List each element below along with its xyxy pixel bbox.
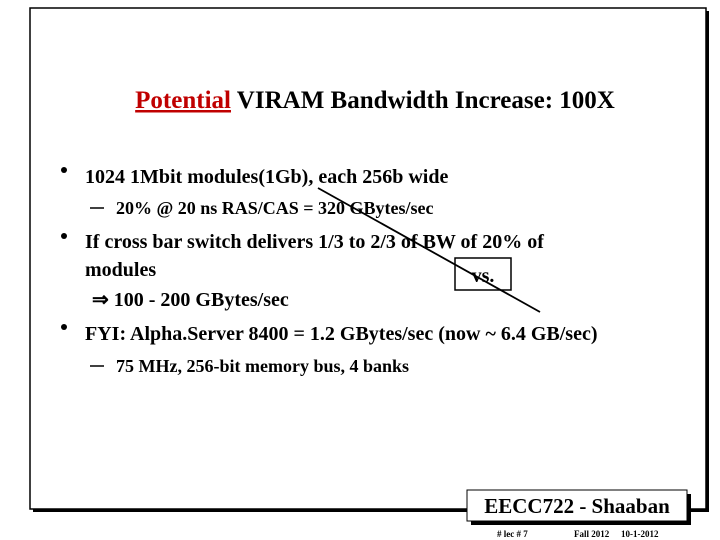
title-rest: VIRAM Bandwidth Increase: 100X (237, 87, 615, 114)
sub-bullet-text: 20% @ 20 ns RAS/CAS = 320 GBytes/sec (116, 198, 434, 218)
sub-bullet-text: 75 MHz, 256-bit memory bus, 4 banks (116, 356, 409, 376)
bullet-text: If cross bar switch delivers 1/3 to 2/3 … (85, 231, 544, 253)
frame (29, 7, 707, 510)
callout-box (454, 257, 512, 291)
footer-lecture: # lec # 7 (497, 529, 528, 539)
bullet-dot (61, 233, 67, 239)
bullet-text: FYI: Alpha.Server 8400 = 1.2 GBytes/sec … (85, 323, 598, 345)
badge-text: EECC722 - Shaaban (484, 494, 670, 518)
badge (466, 489, 688, 522)
strike-line (317, 187, 541, 313)
footer-date: 10-1-2012 (621, 529, 659, 539)
bullet-dot (61, 324, 67, 330)
title-highlight: Potential (135, 87, 231, 114)
callout-text: vs. (472, 265, 495, 287)
bullet-text: 1024 1Mbit modules(1Gb), each 256b wide (85, 166, 448, 188)
bullet-dot (61, 167, 67, 173)
bullet-text: ⇒ 100 - 200 GBytes/sec (92, 289, 289, 311)
slide-title: Potential VIRAM Bandwidth Increase: 100X (135, 87, 615, 114)
bullet-text: modules (85, 259, 156, 281)
footer-term: Fall 2012 (574, 529, 610, 539)
